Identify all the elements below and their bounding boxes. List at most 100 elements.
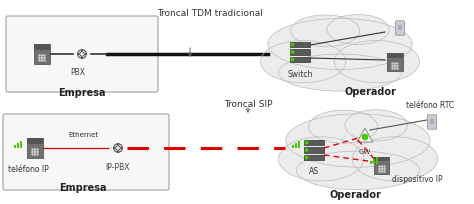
Ellipse shape bbox=[286, 114, 430, 167]
Circle shape bbox=[39, 58, 40, 59]
Ellipse shape bbox=[297, 151, 419, 190]
Circle shape bbox=[379, 166, 380, 167]
FancyBboxPatch shape bbox=[395, 21, 405, 35]
FancyBboxPatch shape bbox=[304, 140, 324, 145]
Ellipse shape bbox=[327, 14, 389, 44]
FancyBboxPatch shape bbox=[398, 24, 402, 30]
Circle shape bbox=[32, 154, 33, 155]
Circle shape bbox=[292, 51, 294, 53]
Ellipse shape bbox=[268, 19, 412, 70]
FancyBboxPatch shape bbox=[304, 155, 324, 160]
Circle shape bbox=[35, 149, 36, 150]
FancyBboxPatch shape bbox=[27, 138, 43, 158]
Circle shape bbox=[305, 141, 308, 144]
FancyBboxPatch shape bbox=[387, 53, 403, 58]
Ellipse shape bbox=[260, 40, 346, 83]
Bar bbox=[14, 145, 16, 148]
Text: IP-PBX: IP-PBX bbox=[106, 163, 130, 172]
Text: Ethernet: Ethernet bbox=[68, 132, 98, 138]
Bar bbox=[376, 157, 378, 164]
Circle shape bbox=[384, 169, 385, 170]
Circle shape bbox=[392, 63, 393, 64]
FancyBboxPatch shape bbox=[387, 53, 403, 71]
FancyBboxPatch shape bbox=[304, 147, 324, 153]
Text: teléfono IP: teléfono IP bbox=[8, 165, 48, 174]
Circle shape bbox=[41, 55, 43, 56]
Circle shape bbox=[37, 151, 38, 153]
Circle shape bbox=[35, 154, 36, 155]
Ellipse shape bbox=[345, 110, 407, 141]
FancyBboxPatch shape bbox=[3, 114, 169, 190]
Circle shape bbox=[362, 134, 368, 140]
FancyBboxPatch shape bbox=[34, 44, 50, 50]
Circle shape bbox=[397, 63, 398, 64]
Bar bbox=[373, 159, 375, 164]
FancyBboxPatch shape bbox=[34, 44, 50, 64]
Text: GW: GW bbox=[359, 149, 371, 155]
Circle shape bbox=[382, 169, 383, 170]
Circle shape bbox=[392, 68, 393, 69]
Text: Switch: Switch bbox=[287, 70, 313, 79]
FancyBboxPatch shape bbox=[290, 57, 310, 62]
FancyBboxPatch shape bbox=[290, 49, 310, 55]
Bar bbox=[20, 141, 22, 148]
FancyBboxPatch shape bbox=[430, 119, 434, 124]
Circle shape bbox=[384, 171, 385, 172]
Circle shape bbox=[44, 58, 45, 59]
Circle shape bbox=[384, 166, 385, 167]
Circle shape bbox=[32, 151, 33, 153]
Circle shape bbox=[392, 65, 393, 67]
FancyBboxPatch shape bbox=[374, 156, 390, 173]
Circle shape bbox=[35, 151, 36, 153]
Circle shape bbox=[32, 149, 33, 150]
Ellipse shape bbox=[352, 137, 438, 181]
FancyBboxPatch shape bbox=[6, 16, 158, 92]
Circle shape bbox=[379, 169, 380, 170]
Ellipse shape bbox=[291, 15, 360, 47]
Circle shape bbox=[394, 63, 395, 64]
Bar bbox=[370, 161, 372, 164]
Circle shape bbox=[397, 68, 398, 69]
Bar bbox=[17, 143, 19, 148]
FancyBboxPatch shape bbox=[374, 156, 390, 161]
FancyBboxPatch shape bbox=[290, 42, 310, 47]
Text: Empresa: Empresa bbox=[58, 88, 106, 98]
Circle shape bbox=[305, 156, 308, 159]
Ellipse shape bbox=[334, 40, 419, 83]
Circle shape bbox=[44, 55, 45, 56]
Circle shape bbox=[37, 154, 38, 155]
Bar bbox=[295, 143, 297, 148]
Circle shape bbox=[394, 65, 395, 67]
Text: dispositivo IP: dispositivo IP bbox=[392, 175, 443, 184]
Text: Troncal SIP: Troncal SIP bbox=[224, 100, 272, 109]
Circle shape bbox=[292, 58, 294, 61]
Circle shape bbox=[39, 55, 40, 56]
Circle shape bbox=[379, 171, 380, 172]
Text: Operador: Operador bbox=[329, 190, 381, 200]
Polygon shape bbox=[357, 128, 373, 142]
Circle shape bbox=[41, 60, 43, 61]
FancyBboxPatch shape bbox=[27, 138, 43, 144]
Circle shape bbox=[292, 43, 294, 46]
Text: Empresa: Empresa bbox=[59, 183, 107, 193]
Bar bbox=[298, 141, 300, 148]
Circle shape bbox=[305, 149, 308, 151]
Circle shape bbox=[394, 68, 395, 69]
Ellipse shape bbox=[279, 54, 401, 91]
Circle shape bbox=[39, 60, 40, 61]
Text: PBX: PBX bbox=[71, 68, 85, 77]
Circle shape bbox=[37, 149, 38, 150]
Text: teléfono RTC: teléfono RTC bbox=[406, 101, 454, 110]
Text: Operador: Operador bbox=[344, 87, 396, 97]
Bar bbox=[292, 145, 294, 148]
Text: Troncal TDM tradicional: Troncal TDM tradicional bbox=[157, 9, 263, 18]
Circle shape bbox=[397, 65, 398, 67]
FancyBboxPatch shape bbox=[427, 115, 437, 129]
Ellipse shape bbox=[278, 137, 364, 181]
Circle shape bbox=[382, 171, 383, 172]
Ellipse shape bbox=[309, 110, 378, 143]
Circle shape bbox=[382, 166, 383, 167]
Text: AS: AS bbox=[309, 167, 319, 176]
Circle shape bbox=[41, 58, 43, 59]
Circle shape bbox=[44, 60, 45, 61]
